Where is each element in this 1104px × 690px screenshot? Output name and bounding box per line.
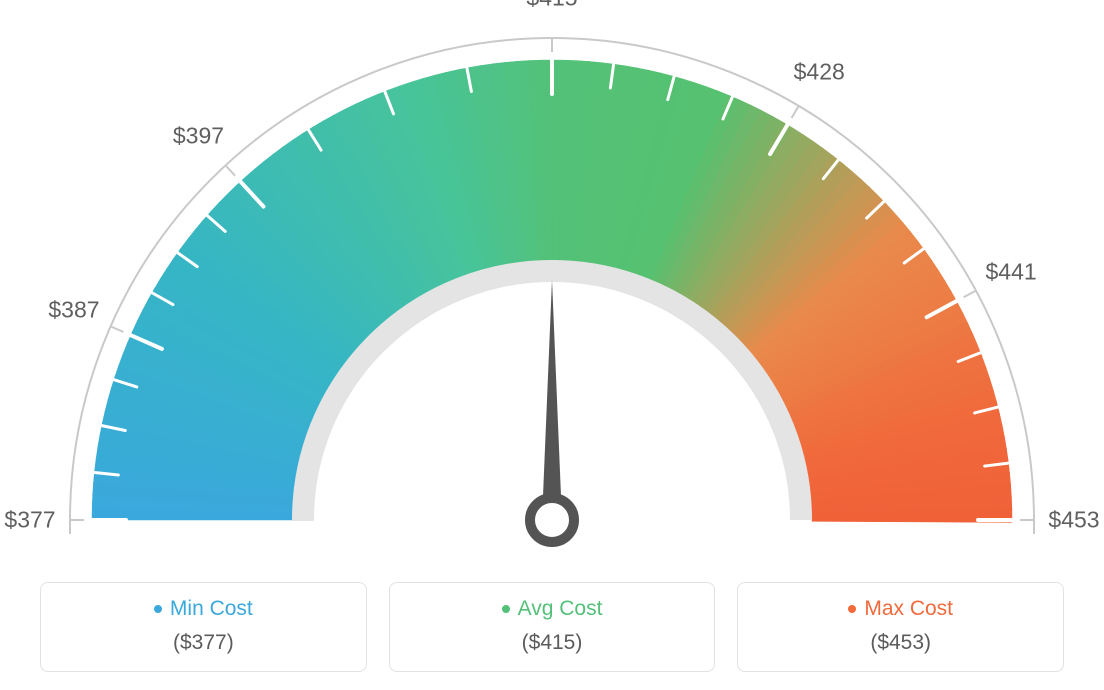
gauge-tick-label: $387 [48,297,99,324]
legend-dot-min [154,605,162,613]
gauge-tick-label: $377 [4,507,55,534]
gauge-needle [542,280,562,520]
legend-dot-max [848,605,856,613]
gauge-needle-hub [530,498,574,542]
legend-title-max: Max Cost [848,597,953,621]
legend-value-min: ($377) [51,631,356,655]
legend-dot-avg [502,605,510,613]
legend-label-avg: Avg Cost [518,597,603,621]
chart-stage: $377 $387 $397 $415 $428 $441 $453 Min Cost ($… [0,0,1104,690]
legend-card-avg: Avg Cost ($415) [389,582,716,672]
gauge-tick-label: $453 [1048,507,1099,534]
legend-value-avg: ($415) [400,631,705,655]
legend-label-max: Max Cost [864,597,953,621]
gauge-tick-label: $415 [526,0,577,12]
legend-title-avg: Avg Cost [502,597,603,621]
gauge-container: $377 $387 $397 $415 $428 $441 $453 [0,0,1104,560]
legend-row: Min Cost ($377) Avg Cost ($415) Max Cost… [40,582,1064,672]
legend-label-min: Min Cost [170,597,253,621]
gauge-tick-label: $397 [173,122,224,149]
legend-value-max: ($453) [748,631,1053,655]
legend-card-min: Min Cost ($377) [40,582,367,672]
legend-card-max: Max Cost ($453) [737,582,1064,672]
gauge-tick-label: $428 [794,58,845,85]
gauge-tick-label: $441 [985,258,1036,285]
legend-title-min: Min Cost [154,597,253,621]
gauge-svg [0,0,1104,560]
